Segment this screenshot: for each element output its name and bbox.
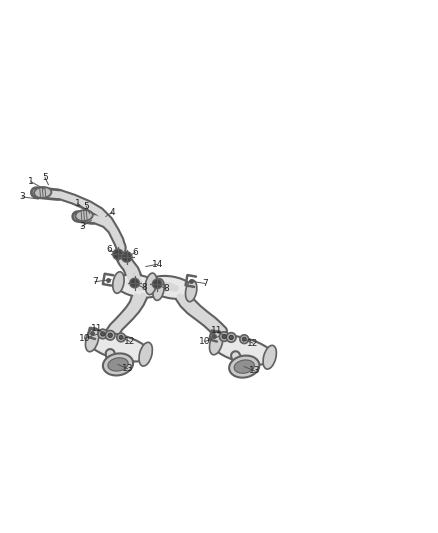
Ellipse shape [87,333,151,361]
Text: 5: 5 [42,173,48,182]
Text: 13: 13 [122,364,133,373]
Text: 12: 12 [247,338,258,348]
Ellipse shape [145,273,157,295]
Circle shape [229,335,233,340]
Text: 12: 12 [124,337,135,346]
Circle shape [117,333,125,342]
Circle shape [98,329,108,339]
Text: 6: 6 [106,246,112,254]
Circle shape [242,337,246,341]
Text: 8: 8 [163,284,169,293]
Ellipse shape [148,276,195,299]
Text: 1: 1 [28,177,34,186]
Text: 7: 7 [202,279,208,288]
Text: 13: 13 [249,367,261,375]
Text: 14: 14 [152,260,163,269]
Text: 10: 10 [199,337,211,346]
Text: 8: 8 [141,284,147,292]
Circle shape [101,332,105,336]
Circle shape [108,333,113,337]
Ellipse shape [211,336,275,365]
Ellipse shape [185,280,197,302]
Ellipse shape [85,328,99,352]
Circle shape [240,335,249,344]
Ellipse shape [34,187,51,198]
Text: 10: 10 [79,334,91,343]
Circle shape [130,278,139,288]
Circle shape [222,334,226,339]
Ellipse shape [103,353,133,375]
Text: 6: 6 [133,248,138,257]
Ellipse shape [75,210,93,221]
Circle shape [106,330,115,340]
Text: 11: 11 [211,326,223,335]
Ellipse shape [209,331,223,355]
Circle shape [119,335,123,340]
Circle shape [226,333,236,342]
Ellipse shape [113,272,124,293]
Text: 3: 3 [19,192,25,201]
Circle shape [113,249,123,260]
Text: 7: 7 [92,277,98,286]
Ellipse shape [263,345,276,369]
Ellipse shape [108,358,128,371]
Text: 11: 11 [91,324,102,333]
Ellipse shape [153,279,164,301]
Ellipse shape [115,274,162,297]
Ellipse shape [229,356,259,378]
Text: 1: 1 [74,199,81,208]
Circle shape [152,279,162,289]
Ellipse shape [234,360,254,373]
Text: 3: 3 [79,222,85,231]
Circle shape [121,252,132,262]
Circle shape [219,332,229,341]
Text: 5: 5 [83,202,89,211]
Text: 4: 4 [110,207,115,216]
Ellipse shape [139,342,152,366]
